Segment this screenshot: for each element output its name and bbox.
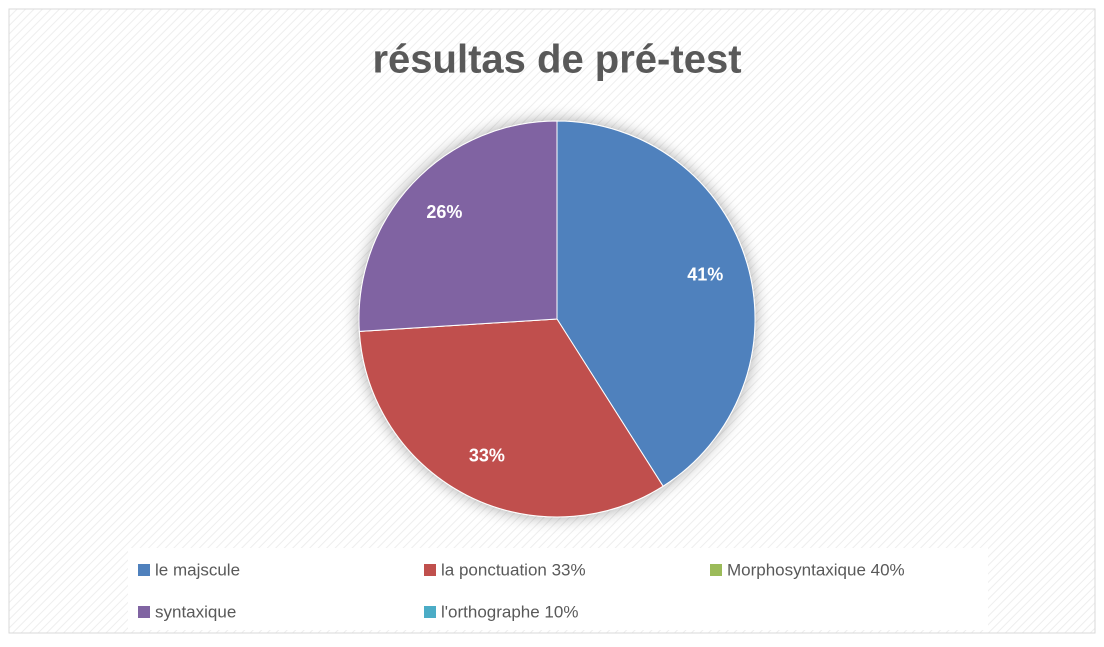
data-label: 26% — [426, 202, 462, 222]
pie-slice — [358, 120, 558, 332]
pie-slice — [358, 318, 664, 518]
legend-swatch — [138, 606, 150, 618]
legend-swatch — [424, 606, 436, 618]
legend-swatch — [424, 564, 436, 576]
legend-box — [128, 548, 988, 630]
pie-slice — [556, 120, 756, 487]
data-label: 33% — [469, 445, 505, 465]
pie — [358, 120, 756, 518]
legend-label: Morphosyntaxique 40% — [727, 560, 905, 579]
chart-title: résultas de pré-test — [372, 38, 741, 82]
data-label: 41% — [687, 265, 723, 285]
legend-label: la ponctuation 33% — [441, 560, 586, 579]
legend-swatch — [138, 564, 150, 576]
legend-swatch — [710, 564, 722, 576]
legend-label: syntaxique — [155, 602, 236, 621]
legend-label: l'orthographe 10% — [441, 602, 578, 621]
legend-label: le majscule — [155, 560, 240, 579]
